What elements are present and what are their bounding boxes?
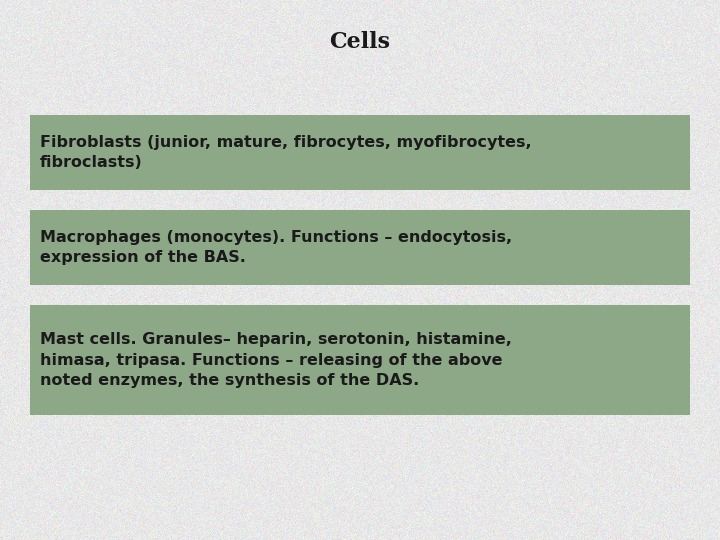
FancyBboxPatch shape [30,115,690,190]
Text: Cells: Cells [330,31,390,53]
FancyBboxPatch shape [30,305,690,415]
Text: Macrophages (monocytes). Functions – endocytosis,
expression of the BAS.: Macrophages (monocytes). Functions – end… [40,230,512,265]
FancyBboxPatch shape [30,210,690,285]
Text: Fibroblasts (junior, mature, fibrocytes, myofibrocytes,
fibroclasts): Fibroblasts (junior, mature, fibrocytes,… [40,135,531,170]
Text: Mast cells. Granules– heparin, serotonin, histamine,
himasa, tripasa. Functions : Mast cells. Granules– heparin, serotonin… [40,332,512,388]
